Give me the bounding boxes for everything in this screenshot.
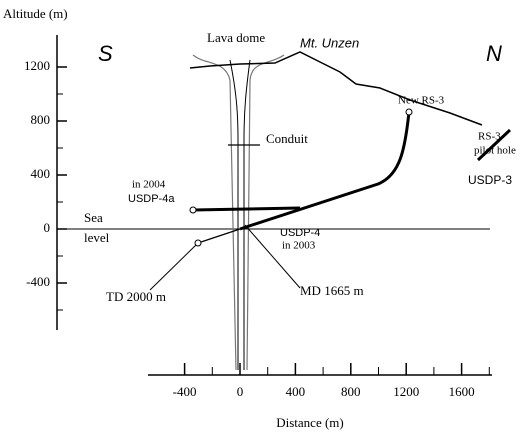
x-tick-label: 800 [341, 384, 361, 399]
md-label: MD 1665 m [300, 283, 364, 298]
axes [57, 35, 492, 375]
well-end [195, 240, 201, 246]
conduit-label: Conduit [266, 131, 308, 146]
x-tick-label: 1600 [449, 384, 475, 399]
well-label: RS-3 [478, 131, 501, 143]
ticks: 1200 800 400 0 -400 -400 0 400 800 1200 1600 [24, 58, 489, 399]
y-tick-label: 400 [31, 166, 51, 181]
leader [150, 243, 198, 290]
x-tick-label: 400 [286, 384, 306, 399]
x-tick-label: -400 [173, 384, 197, 399]
y-tick-label: 0 [44, 220, 51, 235]
topography [190, 52, 482, 125]
y-axis-label: Altitude (m) [3, 6, 68, 21]
south-label: S [98, 41, 113, 66]
well-label: in 2003 [282, 240, 316, 252]
conduit [193, 55, 284, 370]
usdp-4a [193, 208, 300, 210]
well-label: in 2004 [132, 179, 166, 191]
well-head [406, 109, 412, 115]
wells [150, 109, 510, 290]
x-tick-label: 0 [237, 384, 244, 399]
mountain-label: Mt. Unzen [300, 35, 359, 50]
y-tick-label: -400 [26, 274, 50, 289]
well-label: New RS-3 [398, 95, 445, 107]
dome-wall [247, 55, 284, 370]
well-label: USDP-3 [468, 173, 512, 187]
north-label: N [486, 41, 502, 66]
y-tick-label: 1200 [24, 58, 50, 73]
sea-level-label: level [84, 230, 110, 245]
cross-section: Altitude (m) Distance (m) S N Lava dome … [0, 0, 529, 433]
y-tick-label: 800 [31, 112, 51, 127]
x-tick-label: 1200 [393, 384, 419, 399]
x-axis-label: Distance (m) [276, 415, 344, 430]
conduit-wall [230, 60, 238, 370]
well-end [190, 207, 196, 213]
usdp-4 [240, 112, 409, 229]
lava-dome-label: Lava dome [207, 30, 265, 45]
well-label: USDP-4a [128, 193, 175, 205]
well-label: pilot hole [474, 145, 516, 157]
dome-wall [193, 55, 236, 370]
td-label: TD 2000 m [106, 289, 166, 304]
sea-level-label: Sea [84, 210, 103, 225]
well-label: USDP-4 [280, 227, 320, 239]
